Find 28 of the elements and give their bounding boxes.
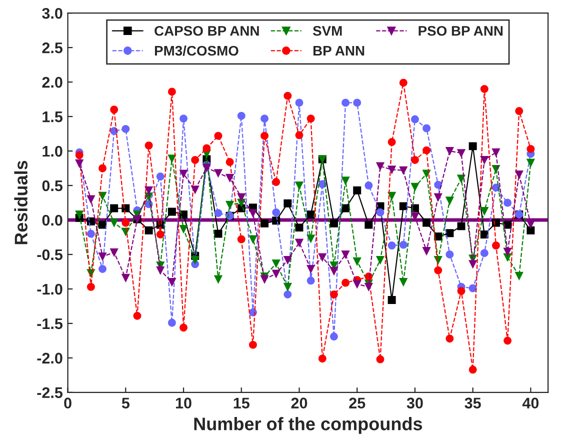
- y-tick-label: -0.5: [37, 249, 63, 260]
- legend-label: CAPSO BP ANN: [154, 26, 259, 36]
- y-tick-label: 1.5: [42, 112, 63, 122]
- y-tick-label: 0.0: [42, 214, 62, 226]
- y-tick-label: -2.5: [37, 387, 63, 398]
- y-tick-label: -2.0: [37, 352, 62, 364]
- x-tick-label: 20: [291, 398, 308, 408]
- legend-label: SVM: [312, 26, 342, 36]
- y-tick-label: -1.0: [37, 284, 62, 295]
- y-tick-label: -1.5: [37, 318, 63, 330]
- x-tick-label: 35: [464, 398, 481, 409]
- x-tick-label: 25: [349, 398, 366, 408]
- x-tick-label: 15: [234, 398, 250, 408]
- x-tick-label: 5: [122, 398, 130, 408]
- legend-label: PSO BP ANN: [418, 26, 503, 36]
- x-tick-label: 0: [64, 398, 72, 408]
- x-tick-label: 10: [176, 398, 192, 408]
- y-tick-label: 0.5: [42, 180, 63, 192]
- x-axis-title: Number of the compounds: [194, 417, 422, 434]
- legend-label: PM3/COSMO: [154, 45, 238, 56]
- y-axis-title: Residuals: [14, 160, 28, 244]
- x-tick-label: 40: [522, 398, 539, 408]
- y-tick-label: 2.5: [42, 42, 63, 54]
- y-tick-label: 3.0: [42, 8, 62, 19]
- y-tick-label: 1.0: [42, 146, 62, 157]
- x-tick-label: 30: [406, 398, 423, 409]
- y-tick-label: 2.0: [42, 76, 62, 88]
- legend-label: BP ANN: [313, 46, 364, 56]
